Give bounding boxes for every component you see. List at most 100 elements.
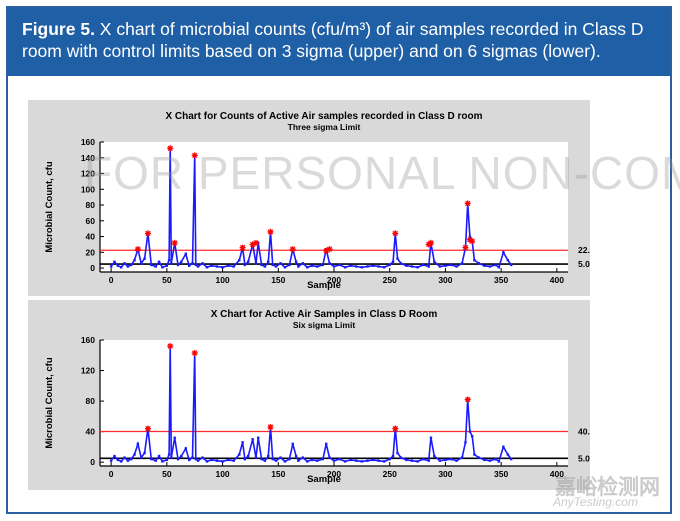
marker-stroke xyxy=(290,246,296,252)
data-point xyxy=(332,265,336,268)
data-point xyxy=(243,457,247,461)
x-tick-label: 100 xyxy=(215,275,229,285)
data-point xyxy=(506,453,510,456)
y-tick-label: 40 xyxy=(86,232,96,242)
x-tick-label: 300 xyxy=(438,469,452,479)
data-point xyxy=(502,251,505,254)
data-point xyxy=(316,265,319,268)
data-point xyxy=(483,458,486,462)
out-of-control-marker xyxy=(144,425,151,432)
data-point xyxy=(371,458,375,462)
data-point xyxy=(449,457,453,461)
out-of-control-marker xyxy=(144,230,151,237)
data-point xyxy=(429,436,433,439)
x-tick-label: 0 xyxy=(109,275,114,285)
data-point xyxy=(157,260,161,263)
y-tick-label: 100 xyxy=(81,184,95,194)
data-point xyxy=(210,264,213,267)
out-of-control-marker xyxy=(239,244,246,251)
y-axis-label: Microbial Count, cfu xyxy=(44,357,55,449)
data-point xyxy=(150,263,153,267)
data-point xyxy=(133,258,136,262)
data-point xyxy=(294,260,298,263)
data-point xyxy=(279,456,282,459)
data-point xyxy=(288,263,291,267)
data-point xyxy=(310,264,313,267)
data-point xyxy=(483,264,486,267)
data-point xyxy=(338,263,341,267)
data-point xyxy=(187,458,191,462)
marker-stroke xyxy=(135,246,141,252)
x-tick-label: 50 xyxy=(162,469,172,479)
data-point xyxy=(494,457,497,461)
chart-title: X Chart for Counts of Active Air samples… xyxy=(165,111,482,122)
marker-stroke xyxy=(465,396,471,403)
data-point xyxy=(396,451,399,455)
marker-stroke xyxy=(465,200,471,207)
x-tick-label: 50 xyxy=(162,275,172,285)
data-point xyxy=(251,438,254,441)
data-point xyxy=(343,266,347,269)
marker-stroke xyxy=(392,230,398,237)
out-of-control-marker xyxy=(171,239,178,246)
x-tick-label: 400 xyxy=(550,275,564,285)
data-point xyxy=(360,266,364,269)
data-point xyxy=(468,430,472,433)
data-point xyxy=(509,263,513,267)
data-point xyxy=(399,262,403,265)
data-point xyxy=(291,442,294,446)
chart-title: X Chart for Active Air Samples in Class … xyxy=(211,309,438,320)
data-point xyxy=(410,265,414,268)
data-point xyxy=(377,459,380,462)
marker-stroke xyxy=(192,350,198,356)
data-point xyxy=(243,263,247,267)
data-point xyxy=(497,460,501,463)
chart-panel-six-sigma: X Chart for Active Air Samples in Class … xyxy=(28,300,590,490)
data-point xyxy=(416,266,419,269)
out-of-control-marker xyxy=(427,239,434,246)
data-point xyxy=(260,457,263,461)
out-of-control-marker xyxy=(253,239,259,246)
data-point xyxy=(150,457,153,461)
out-of-control-marker xyxy=(326,246,333,253)
out-of-control-marker xyxy=(392,425,399,432)
data-point xyxy=(215,459,219,462)
data-point xyxy=(116,458,120,462)
chart-svg: X Chart for Counts of Active Air samples… xyxy=(44,111,590,291)
y-tick-label: 160 xyxy=(81,137,95,147)
data-point xyxy=(196,459,200,462)
data-point xyxy=(366,265,369,268)
data-point xyxy=(226,458,230,462)
data-point xyxy=(473,258,476,262)
data-point xyxy=(283,266,287,269)
data-point xyxy=(502,445,505,449)
data-point xyxy=(343,460,347,463)
x-axis-label: Sample xyxy=(307,474,341,485)
data-point xyxy=(494,263,497,267)
chart-subtitle: Six sigma Limit xyxy=(293,320,356,330)
data-point xyxy=(294,454,298,458)
marker-stroke xyxy=(462,244,469,251)
data-point xyxy=(509,457,513,461)
marker-stroke xyxy=(167,145,173,151)
data-point xyxy=(205,460,209,463)
data-point xyxy=(388,263,391,267)
data-point xyxy=(267,260,270,263)
data-point xyxy=(201,456,204,459)
data-point xyxy=(274,265,278,268)
marker-stroke xyxy=(239,244,246,251)
y-tick-label: 40 xyxy=(86,427,96,437)
data-point xyxy=(449,263,453,267)
marker-stroke xyxy=(267,229,274,235)
data-point xyxy=(455,265,458,268)
x-tick-label: 300 xyxy=(438,275,452,285)
data-point xyxy=(196,265,200,268)
data-point xyxy=(297,459,300,462)
y-tick-label: 20 xyxy=(86,247,96,257)
data-point xyxy=(226,264,230,267)
data-point xyxy=(338,457,341,461)
out-of-control-marker xyxy=(191,349,198,356)
data-point xyxy=(391,260,395,263)
x-tick-label: 0 xyxy=(109,469,114,479)
data-point xyxy=(176,457,180,461)
